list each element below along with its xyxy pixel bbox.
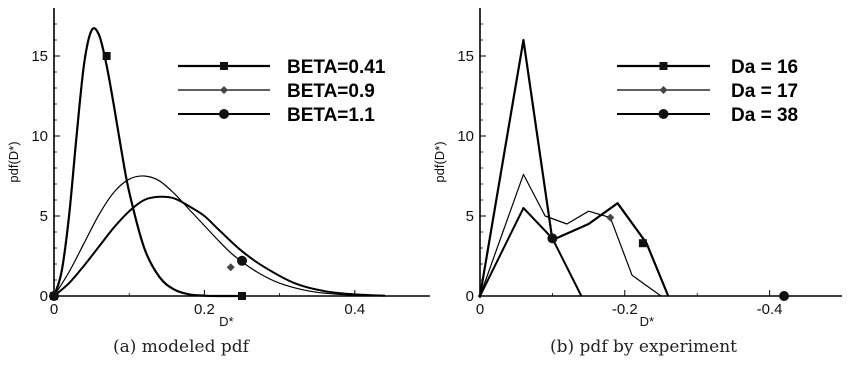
data-point-marker [49,291,59,301]
series-square [50,27,246,300]
y-tick-label: 10 [31,128,48,145]
y-axis-title: pdf(D*) [432,141,447,182]
legend-entry: BETA=1.1 [178,105,375,126]
series-square [478,38,670,297]
x-tick-label: 0.2 [194,301,215,318]
legend-label: Da = 16 [731,57,798,78]
y-tick-label: 5 [466,208,474,225]
panel-modeled-pdf: 0 5 10 15 0 0.2 0.4 D* pdf(D*) BETA=0.41 BETA=0.9 B… [6,8,430,329]
x-tick-label: 0 [476,301,484,318]
data-point-marker [606,213,615,222]
series-line [478,38,670,297]
legend-entry: Da = 17 [617,81,798,102]
legend-marker [659,86,668,94]
panel-pdf-by-experiment: 0 5 10 15 0 -0.2 -0.4 D* pdf(D*) Da = 16 Da = 17 Da… [432,8,842,329]
legend-label: Da = 38 [731,105,798,126]
caption-pdf-by-experiment: (b) pdf by experiment [550,337,738,357]
legend-marker [220,86,228,94]
x-axis-title: D* [219,314,233,329]
series-line [479,207,583,297]
data-point-marker [547,233,558,244]
legend-entry: Da = 38 [617,105,798,126]
legend-entry: Da = 16 [617,57,798,78]
x-tick-label: 0 [50,301,58,318]
legend-label: BETA=1.1 [287,105,375,126]
legend-marker [658,109,669,119]
series-circle [49,195,385,301]
series-line [53,175,385,297]
series-line [53,195,385,297]
x-tick-label: 0.4 [344,301,365,318]
x-tick-label: -0.4 [757,301,783,318]
x-axis-title: D* [640,314,654,329]
data-point-marker [226,263,235,272]
y-tick-label: 15 [31,48,48,65]
y-tick-label: 5 [40,208,48,225]
y-tick-label: 15 [457,48,474,65]
legend-entry: BETA=0.41 [178,57,386,78]
series-diamond [479,173,662,297]
legend-marker [220,62,228,70]
series-diamond [50,175,385,300]
data-point-marker [238,292,246,300]
data-point-marker [237,255,247,266]
data-point-marker [638,239,647,248]
series-line [479,173,662,297]
x-tick-label: -0.2 [612,301,638,318]
legend-marker [659,62,668,70]
y-axis-title: pdf(D*) [6,141,21,182]
data-point-marker [779,291,790,301]
caption-modeled-pdf: (a) modeled pdf [113,337,249,357]
legend-label: Da = 17 [731,81,798,102]
legend-label: BETA=0.9 [287,81,375,102]
series-line [52,27,242,298]
y-tick-label: 0 [40,288,48,305]
y-tick-label: 10 [457,128,474,145]
legend-marker [219,109,229,119]
y-tick-label: 0 [466,288,474,305]
data-point-marker [102,52,111,60]
legend-label: BETA=0.41 [287,57,386,78]
legend-entry: BETA=0.9 [178,81,375,102]
series-circle [479,207,790,301]
